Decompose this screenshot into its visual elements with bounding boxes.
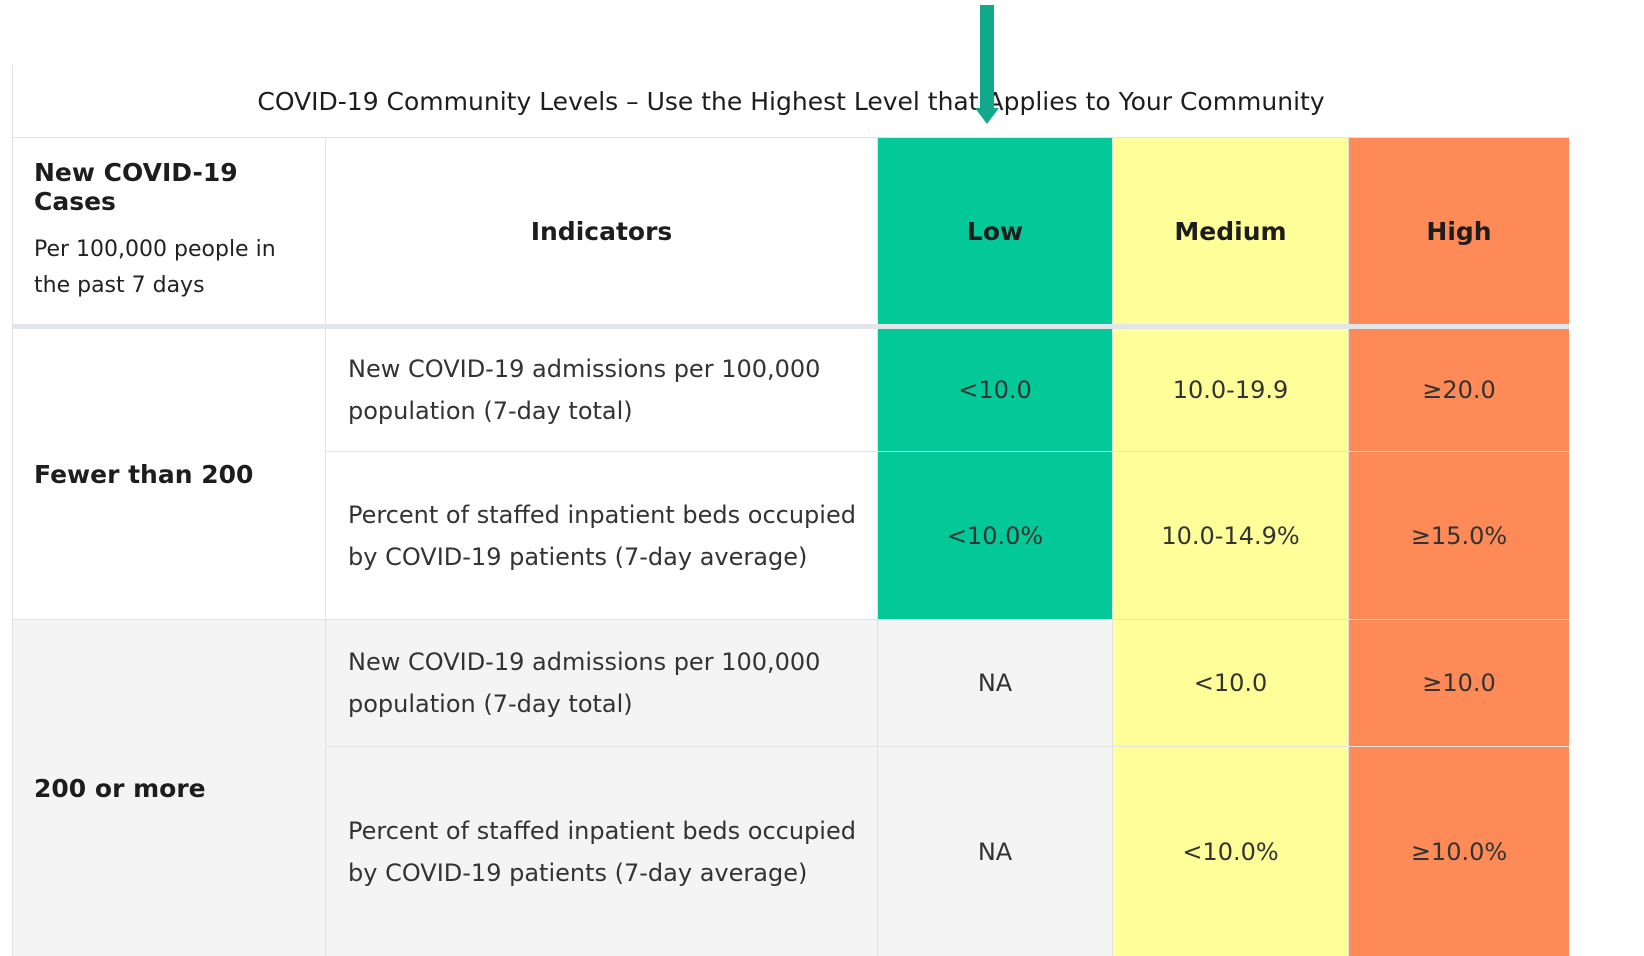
level-value: ≥10.0 xyxy=(1349,620,1569,747)
level-value: <10.0% xyxy=(878,452,1113,620)
level-value: <10.0% xyxy=(1113,747,1349,956)
level-value: NA xyxy=(878,747,1113,956)
level-value: <10.0 xyxy=(878,329,1113,452)
header-separator xyxy=(13,324,1569,329)
pointer-arrow-head xyxy=(975,108,999,124)
level-value: ≥10.0% xyxy=(1349,747,1569,956)
indicator-cell: Percent of staffed inpatient beds occupi… xyxy=(326,452,878,620)
indicators-header: Indicators xyxy=(326,138,878,325)
cases-title: New COVID-19 Cases xyxy=(34,158,238,216)
indicator-cell: Percent of staffed inpatient beds occupi… xyxy=(326,747,878,956)
level-header: Medium xyxy=(1113,138,1349,325)
indicator-cell: New COVID-19 admissions per 100,000 popu… xyxy=(326,329,878,452)
level-value: <10.0 xyxy=(1113,620,1349,747)
level-header: Low xyxy=(878,138,1113,325)
pointer-arrow xyxy=(980,5,994,110)
level-value: ≥15.0% xyxy=(1349,452,1569,620)
group-label: Fewer than 200 xyxy=(13,329,326,620)
level-value: 10.0-14.9% xyxy=(1113,452,1349,620)
table: COVID-19 Community Levels – Use the High… xyxy=(12,65,1569,956)
indicator-cell: New COVID-19 admissions per 100,000 popu… xyxy=(326,620,878,747)
cases-subtitle: Per 100,000 people in the past 7 days xyxy=(34,237,276,298)
cases-header: New COVID-19 Cases Per 100,000 people in… xyxy=(13,138,326,325)
table-title: COVID-19 Community Levels – Use the High… xyxy=(13,65,1569,138)
level-header: High xyxy=(1349,138,1569,325)
level-value: ≥20.0 xyxy=(1349,329,1569,452)
group-label: 200 or more xyxy=(13,620,326,956)
level-value: NA xyxy=(878,620,1113,747)
level-value: 10.0-19.9 xyxy=(1113,329,1349,452)
